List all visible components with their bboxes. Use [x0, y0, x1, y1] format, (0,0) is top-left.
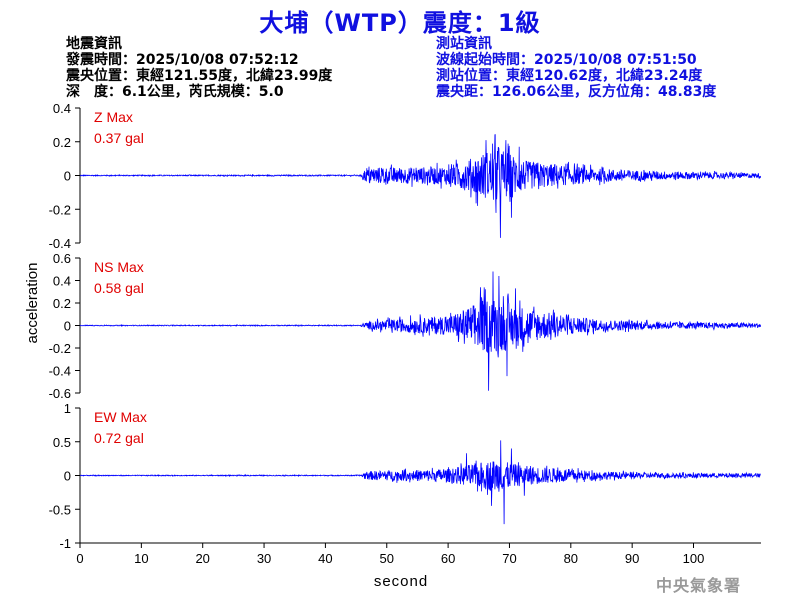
- waveform-ns: [79, 271, 761, 391]
- distance-azimuth: 震央距：126.06公里，反方位角：48.83度: [436, 84, 717, 100]
- x-tick-label: 100: [683, 551, 705, 566]
- peak-value-ew: 0.72 gal: [94, 430, 144, 446]
- station-location: 測站位置：東經120.62度，北緯23.24度: [436, 68, 703, 84]
- depth-magnitude: 深 度：6.1公里，芮氏規模：5.0: [66, 84, 284, 100]
- y-tick-label: -1: [59, 536, 71, 551]
- peak-value-ns: 0.58 gal: [94, 280, 144, 296]
- y-tick-label: -0.6: [49, 386, 71, 401]
- y-tick-label: -0.4: [49, 364, 71, 379]
- y-tick-label: 0.6: [53, 251, 71, 266]
- peak-label-ew: EW Max: [94, 409, 147, 425]
- earthquake-info: 地震資訊 發震時間：2025/10/08 07:52:12 震央位置：東經121…: [66, 36, 332, 100]
- y-tick-label: 1: [64, 401, 71, 416]
- y-tick-label: 0.4: [53, 274, 71, 289]
- chart-title: 大埔（WTP）震度：1級: [259, 9, 541, 37]
- earthquake-info-heading: 地震資訊: [66, 36, 122, 52]
- x-tick-label: 30: [257, 551, 271, 566]
- y-tick-label: 0: [64, 319, 71, 334]
- waveform-start-time: 波線起始時間：2025/10/08 07:51:50: [436, 52, 697, 68]
- y-axis-label: acceleration: [24, 263, 41, 344]
- station-info: 測站資訊 波線起始時間：2025/10/08 07:51:50 測站位置：東經1…: [436, 36, 716, 100]
- agency-credit: 中央氣象署: [656, 576, 742, 595]
- origin-time: 發震時間：2025/10/08 07:52:12: [66, 52, 299, 68]
- epicenter-location: 震央位置：東經121.55度，北緯23.99度: [66, 68, 333, 84]
- y-tick-label: 0.2: [53, 296, 71, 311]
- waveform-ew: [80, 440, 761, 525]
- x-axis-label: second: [374, 573, 428, 590]
- peak-label-ns: NS Max: [94, 259, 144, 275]
- x-tick-label: 80: [564, 551, 578, 566]
- y-tick-label: 0: [64, 469, 71, 484]
- y-tick-label: 0.5: [53, 435, 71, 450]
- x-tick-label: 90: [625, 551, 639, 566]
- x-tick-label: 40: [318, 551, 332, 566]
- x-tick-label: 20: [195, 551, 209, 566]
- y-tick-label: 0: [64, 169, 71, 184]
- x-tick-label: 10: [134, 551, 148, 566]
- x-tick-label: 70: [502, 551, 516, 566]
- x-tick-label: 0: [76, 551, 83, 566]
- peak-value-z: 0.37 gal: [94, 130, 144, 146]
- station-info-heading: 測站資訊: [436, 36, 492, 52]
- y-tick-label: -0.2: [49, 202, 71, 217]
- y-tick-label: 0.2: [53, 135, 71, 150]
- peak-label-z: Z Max: [94, 109, 133, 125]
- waveform-z: [80, 134, 761, 238]
- y-tick-label: -0.2: [49, 341, 71, 356]
- y-tick-label: -0.4: [49, 236, 71, 251]
- y-tick-label: 0.4: [53, 101, 71, 116]
- x-tick-label: 60: [441, 551, 455, 566]
- y-tick-label: -0.5: [49, 502, 71, 517]
- x-tick-label: 50: [380, 551, 394, 566]
